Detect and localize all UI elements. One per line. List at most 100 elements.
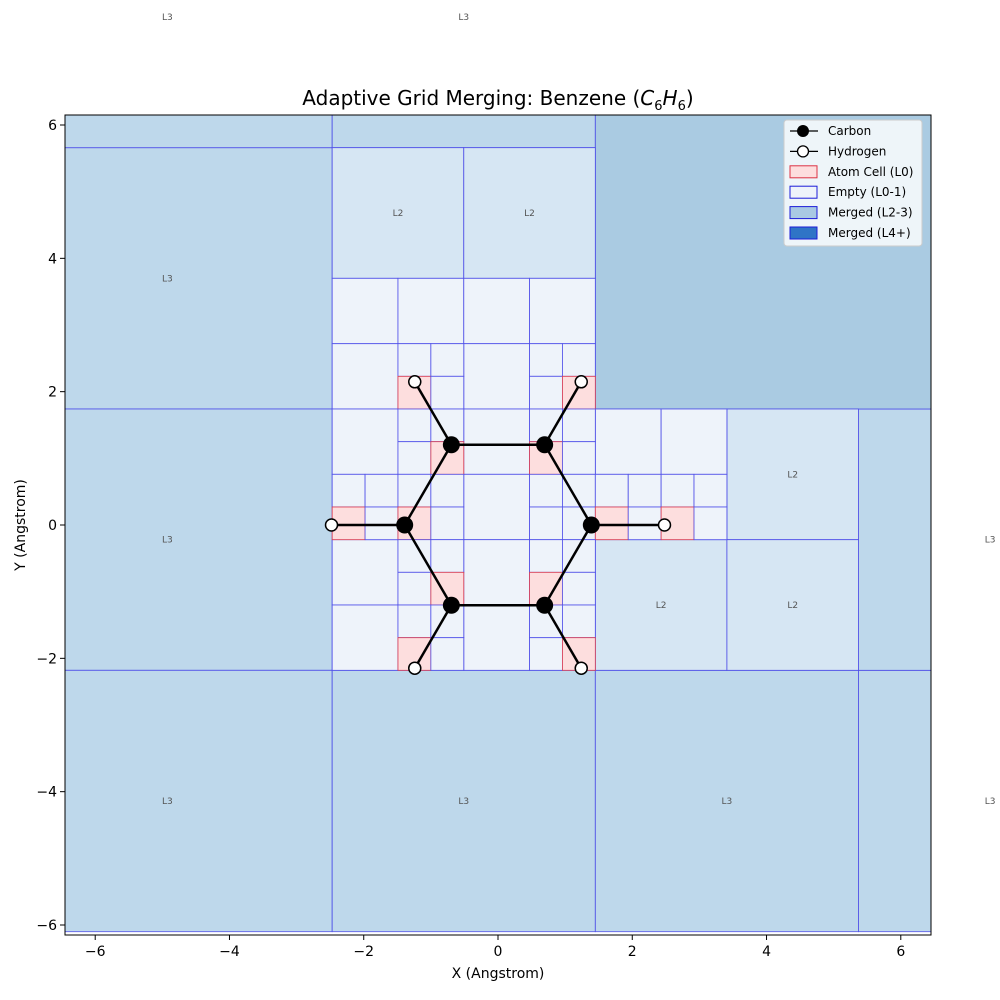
- grid-cell-merged: [65, 669, 333, 933]
- grid-cell-empty: [397, 571, 432, 606]
- grid-cell-merged: [65, 408, 333, 671]
- grid-cell-empty: [430, 473, 465, 508]
- cell-level-label: L3: [162, 797, 173, 807]
- cell-level-label: L3: [162, 274, 173, 284]
- grid-cell-merged: [65, 115, 333, 149]
- carbon-atom: [582, 516, 600, 534]
- grid-cell-empty: [627, 473, 662, 508]
- hydrogen-atom: [324, 518, 339, 532]
- grid-cell-empty: [561, 408, 596, 443]
- grid-cell-empty: [430, 375, 465, 410]
- cc-bond: [543, 444, 593, 526]
- grid-cell-merged: [331, 669, 596, 933]
- y-tick-label: 4: [48, 251, 57, 267]
- grid-cell-empty: [529, 375, 563, 410]
- legend-swatch-atom: [789, 165, 818, 179]
- cell-labels-layer: L3 L3 L3 L3 L3 L3 L3 L3 L3 L2 L2 L2 L2 L2: [162, 13, 995, 807]
- hydrogen-atom: [408, 661, 422, 675]
- x-tick-label: −2: [353, 944, 374, 960]
- legend-entry-label: Hydrogen: [828, 144, 886, 158]
- carbon-atom: [442, 596, 460, 614]
- grid-cell-empty: [561, 604, 596, 639]
- grid-cell-empty: [397, 604, 432, 639]
- x-tick-label: 6: [896, 944, 905, 960]
- legend-swatch-merged_l4: [789, 226, 818, 240]
- ch-bond: [413, 604, 453, 669]
- grid-cell-empty: [660, 408, 728, 475]
- grid-cell-empty: [430, 637, 465, 671]
- cc-bond: [403, 444, 453, 526]
- hydrogen-atom: [408, 375, 422, 389]
- grid-cell-empty2: [463, 147, 596, 279]
- grid-cell-empty: [463, 604, 531, 671]
- legend-swatch-empty: [789, 185, 818, 199]
- grid-cells-layer: [65, 115, 931, 933]
- carbon-atom: [442, 436, 460, 454]
- legend-entry-label: Carbon: [828, 124, 871, 138]
- hydrogen-atom: [574, 661, 588, 675]
- hydrogen-atom: [574, 375, 588, 389]
- grid-cell-empty: [397, 408, 432, 443]
- grid-cell-atom: [594, 506, 629, 541]
- cell-level-label: L2: [393, 209, 404, 219]
- cell-level-label: L2: [656, 601, 667, 611]
- cell-level-label: L3: [985, 536, 996, 546]
- ch-bond: [543, 381, 583, 446]
- grid-cell-empty: [463, 277, 531, 345]
- legend-entry-label: Empty (L0-1): [828, 185, 906, 199]
- cell-level-label: L2: [524, 209, 535, 219]
- grid-cell-empty: [529, 277, 596, 345]
- cell-level-label: L3: [162, 536, 173, 546]
- grid-cell-empty: [594, 408, 662, 475]
- y-tick-label: −2: [36, 651, 57, 667]
- grid-cell-empty2: [726, 539, 859, 671]
- y-tick-label: 0: [48, 518, 57, 534]
- x-tick-label: 2: [628, 944, 637, 960]
- grid-cell-merged: [858, 669, 931, 933]
- legend-swatch-merged: [789, 206, 818, 220]
- grid-cell-empty: [397, 277, 465, 345]
- legend-entry-label: Merged (L4+): [828, 226, 911, 240]
- grid-cell-empty: [529, 539, 563, 573]
- grid-cell-empty: [660, 473, 695, 508]
- y-tick-label: 6: [48, 118, 57, 134]
- grid-cell-empty: [529, 637, 563, 671]
- grid-cell-empty: [331, 539, 399, 606]
- grid-cell-empty: [331, 343, 399, 410]
- grid-cell-empty: [397, 441, 432, 475]
- carbon-atom: [396, 516, 414, 534]
- grid-cell-empty: [594, 473, 629, 508]
- grid-cell-empty: [463, 539, 531, 606]
- chart-title: Adaptive Grid Merging: Benzene (C6H6): [302, 86, 693, 114]
- cell-level-label: L3: [985, 797, 996, 807]
- x-tick-label: 0: [494, 944, 503, 960]
- grid-cell-empty: [529, 506, 563, 541]
- cell-level-label: L3: [162, 13, 173, 23]
- grid-cell-merged: [858, 408, 931, 671]
- grid-cell-empty: [561, 571, 596, 606]
- y-tick-label: −4: [36, 785, 57, 801]
- cell-level-label: L3: [458, 797, 469, 807]
- y-tick-label: 2: [48, 385, 57, 401]
- legend-box: [783, 119, 923, 247]
- grid-cell-empty: [331, 408, 399, 475]
- grid-cell-empty2: [726, 408, 859, 541]
- ch-bond: [413, 381, 453, 446]
- grid-cell-merged: [65, 147, 333, 410]
- grid-cell-empty: [463, 473, 531, 541]
- cell-level-label: L3: [722, 797, 733, 807]
- cell-level-label: L2: [787, 470, 798, 480]
- grid-cell-empty: [397, 539, 432, 573]
- cc-bond: [543, 524, 593, 606]
- legend-hydrogen-marker: [796, 145, 810, 158]
- grid-cell-empty: [693, 506, 728, 541]
- legend-entry-label: Atom Cell (L0): [828, 165, 913, 179]
- grid-cell-empty: [627, 506, 662, 541]
- carbon-atom: [536, 436, 554, 454]
- grid-cell-empty: [693, 473, 728, 508]
- axis-ticks-layer: −6 −4 −2 0 2 4 6 −6 −4 −2 0 2 4 6: [36, 118, 905, 960]
- x-tick-label: −6: [85, 944, 106, 960]
- grid-cell-empty: [529, 473, 563, 508]
- grid-cell-empty: [397, 343, 432, 377]
